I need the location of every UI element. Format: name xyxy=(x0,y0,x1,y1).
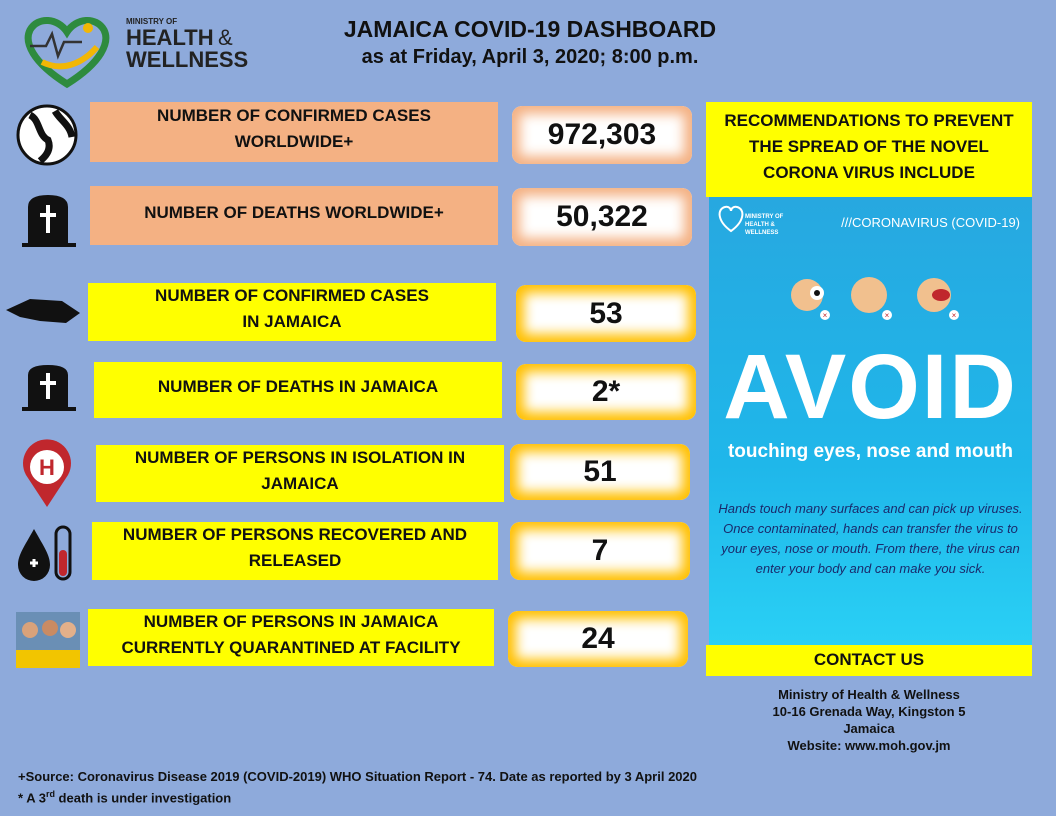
svg-text:×: × xyxy=(952,311,957,320)
contact-heading: CONTACT US xyxy=(706,645,1032,676)
label-line: JAMAICA xyxy=(261,473,339,493)
stat-label: NUMBER OF PERSONS RECOVERED AND RELEASED xyxy=(92,522,498,580)
stat-value: 51 xyxy=(510,444,690,500)
icons: H xyxy=(6,104,80,668)
svg-text:H: H xyxy=(39,455,55,480)
stat-label: NUMBER OF CONFIRMED CASES WORLDWIDE+ xyxy=(90,102,498,162)
contact-line: Website: www.moh.gov.jm xyxy=(787,738,951,753)
logo-text: WELLNESS xyxy=(126,47,248,72)
stat-label: NUMBER OF PERSONS IN ISOLATION IN JAMAICA xyxy=(96,445,504,502)
logo-line: HEALTH & xyxy=(745,222,775,228)
stat-value: 53 xyxy=(516,285,696,342)
label-line: NUMBER OF CONFIRMED CASES xyxy=(155,286,429,305)
svg-text:×: × xyxy=(823,311,828,320)
label-line: NUMBER OF DEATHS WORLDWIDE+ xyxy=(144,202,444,222)
poster-art: × × × xyxy=(718,205,959,320)
stat-value: 7 xyxy=(510,522,690,580)
heading-line: THE SPREAD OF THE NOVEL xyxy=(749,137,989,156)
stat-label: NUMBER OF PERSONS IN JAMAICA CURRENTLY QU… xyxy=(88,609,494,666)
label-line: RELEASED xyxy=(248,551,342,570)
title: JAMAICA COVID-19 DASHBOARD xyxy=(343,16,717,42)
contact-line: Ministry of Health & Wellness xyxy=(778,687,960,702)
stat-label: NUMBER OF DEATHS WORLDWIDE+ xyxy=(90,186,498,245)
body-line: Hands touch many surfaces and can pick u… xyxy=(718,501,1023,516)
poster: × × × MINISTRY OF HEALTH & WELLNESS ///COR… xyxy=(709,197,1032,645)
poster-subhead: touching eyes, nose and mouth xyxy=(727,441,1014,462)
logo-text: & xyxy=(218,25,233,50)
body-line: Once contaminated, hands can transfer th… xyxy=(723,521,1018,536)
poster-tag: ///CORONAVIRUS (COVID-19) xyxy=(841,215,1020,230)
note-text: death is under investigation xyxy=(54,790,232,806)
label-line: NUMBER OF PERSONS IN JAMAICA xyxy=(143,611,439,631)
note-sup: rd xyxy=(45,789,55,799)
logo-text: HEALTH xyxy=(126,25,214,50)
note-text: * A 3 xyxy=(18,790,46,806)
stat-value: 972,303 xyxy=(512,106,692,164)
poster-body: Hands touch many surfaces and can pick u… xyxy=(709,499,1032,579)
label-line: WORLDWIDE+ xyxy=(234,132,354,151)
label-line: NUMBER OF CONFIRMED CASES xyxy=(157,106,431,125)
svg-text:×: × xyxy=(885,311,890,320)
stat-label: NUMBER OF DEATHS IN JAMAICA xyxy=(94,362,502,418)
label-line: IN JAMAICA xyxy=(242,312,342,331)
contact-line: 10-16 Grenada Way, Kingston 5 xyxy=(772,704,966,719)
stat-label: NUMBER OF CONFIRMED CASES IN JAMAICA xyxy=(88,283,496,341)
body-line: enter your body and can make you sick. xyxy=(755,561,986,576)
poster-logo: MINISTRY OF HEALTH & WELLNESS xyxy=(745,213,783,237)
label-line: NUMBER OF DEATHS IN JAMAICA xyxy=(157,377,439,396)
label-line: NUMBER OF PERSONS RECOVERED AND xyxy=(122,525,468,544)
recommendations-heading: RECOMMENDATIONS TO PREVENT THE SPREAD OF … xyxy=(706,102,1032,197)
label-line: CURRENTLY QUARANTINED AT FACILITY xyxy=(121,637,461,657)
logo-text: MINISTRY OF xyxy=(126,17,177,26)
logo-line: WELLNESS xyxy=(745,230,779,236)
contact-lines: Ministry of Health & Wellness 10-16 Grena… xyxy=(706,686,1032,754)
footnote-source: +Source: Coronavirus Disease 2019 (COVID… xyxy=(18,769,697,784)
logo: MINISTRY OF HEALTH & WELLNESS xyxy=(24,17,248,89)
subtitle: as at Friday, April 3, 2020; 8:00 p.m. xyxy=(361,46,699,68)
poster-headline: AVOID xyxy=(723,336,1018,438)
stat-value: 50,322 xyxy=(512,188,692,246)
body-line: your eyes, nose or mouth. From there, th… xyxy=(721,541,1020,556)
heading-line: RECOMMENDATIONS TO PREVENT xyxy=(724,111,1014,130)
stat-value: 24 xyxy=(508,611,688,667)
label-line: NUMBER OF PERSONS IN ISOLATION IN xyxy=(134,447,466,467)
logo-line: MINISTRY OF xyxy=(745,214,784,220)
contact-line: Jamaica xyxy=(843,721,895,736)
stat-value: 2* xyxy=(516,364,696,420)
footnote-note: * A 3rd death is under investigation xyxy=(18,789,231,805)
heading-line: CORONA VIRUS INCLUDE xyxy=(763,163,975,182)
